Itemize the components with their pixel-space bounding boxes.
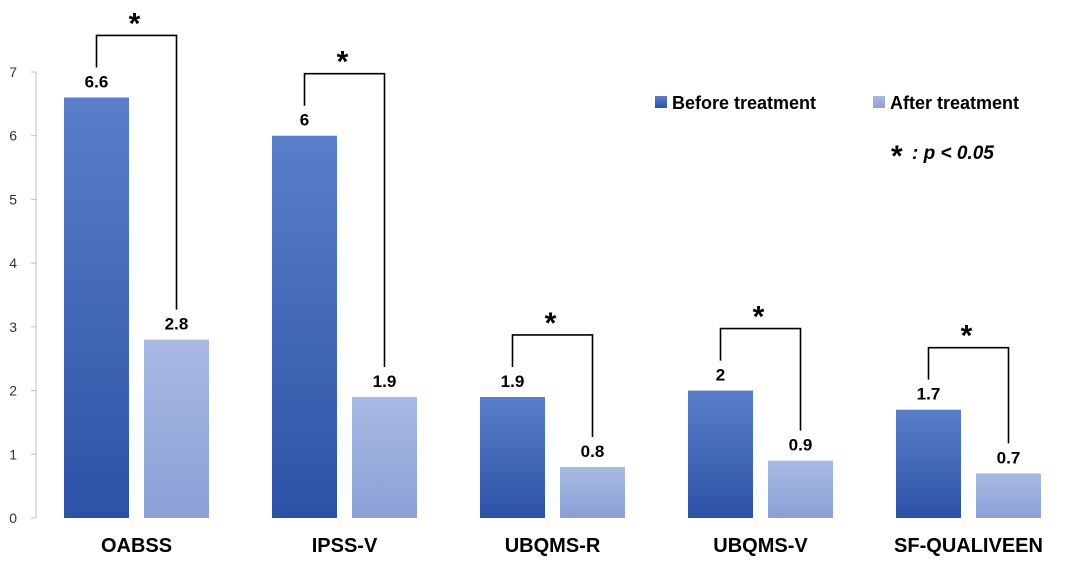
data-label: 0.8 <box>581 442 605 461</box>
y-tick-label: 1 <box>9 446 17 462</box>
significance-star: * <box>961 320 973 353</box>
bar-after-ipss-v <box>352 396 417 518</box>
bar-before-ipss-v <box>272 135 337 518</box>
category-label: SF-QUALIVEEN <box>894 535 1043 557</box>
data-label: 6 <box>300 111 309 130</box>
legend-label-after: After treatment <box>890 93 1019 113</box>
significance-star: * <box>545 307 557 340</box>
bar-after-sf-qualiveen <box>976 473 1041 518</box>
significance-star: * <box>129 7 141 40</box>
bar-before-ubqms-r <box>480 396 545 518</box>
y-axis: 0 1 2 3 4 5 6 7 <box>9 64 37 526</box>
y-tick-label: 6 <box>9 128 17 144</box>
significance-note: * : p < 0.05 <box>891 140 994 173</box>
y-tick-label: 0 <box>9 510 17 526</box>
y-tick-label: 2 <box>9 383 17 399</box>
significance-bracket <box>927 346 1010 444</box>
category-label: UBQMS-R <box>505 535 601 557</box>
significance-bracket <box>719 327 802 431</box>
data-label: 0.7 <box>997 448 1021 467</box>
y-tick-label: 7 <box>9 64 17 80</box>
legend-swatch-before <box>655 96 667 108</box>
x-axis-category-labels: OABSS IPSS-V UBQMS-R UBQMS-V SF-QUALIVEEN <box>101 535 1043 557</box>
data-label: 6.6 <box>85 72 109 91</box>
bar-after-oabss <box>144 339 209 518</box>
y-tick-label: 4 <box>9 255 17 271</box>
category-label: UBQMS-V <box>713 535 808 557</box>
significance-bracket <box>303 72 386 367</box>
bar-after-ubqms-r <box>560 467 625 518</box>
data-label: 1.9 <box>373 372 397 391</box>
legend-swatch-after <box>873 96 885 108</box>
significance-note-star: * <box>891 140 903 173</box>
significance-bracket <box>95 34 178 310</box>
legend: Before treatment After treatment <box>655 93 1019 113</box>
category-label: OABSS <box>101 535 172 557</box>
category-label: IPSS-V <box>312 535 378 557</box>
data-label: 2 <box>716 366 725 385</box>
significance-star: * <box>753 301 765 334</box>
significance-note-text: : p < 0.05 <box>912 143 994 164</box>
data-label: 1.9 <box>501 372 525 391</box>
data-labels: 6.6 2.8 6 1.9 1.9 0.8 2 0.9 1.7 0.7 <box>85 72 1021 467</box>
bars-group <box>64 97 1041 518</box>
significance-brackets: * * * * * <box>95 7 1010 444</box>
bar-before-sf-qualiveen <box>896 409 961 518</box>
bar-before-ubqms-v <box>688 390 753 518</box>
data-label: 2.8 <box>165 315 189 334</box>
significance-bracket <box>511 334 594 438</box>
bar-before-oabss <box>64 97 129 518</box>
data-label: 1.7 <box>917 385 941 404</box>
legend-label-before: Before treatment <box>672 93 816 113</box>
data-label: 0.9 <box>789 436 813 455</box>
significance-star: * <box>337 46 349 79</box>
y-tick-label: 3 <box>9 319 17 335</box>
bar-after-ubqms-v <box>768 460 833 518</box>
y-tick-label: 5 <box>9 191 17 207</box>
